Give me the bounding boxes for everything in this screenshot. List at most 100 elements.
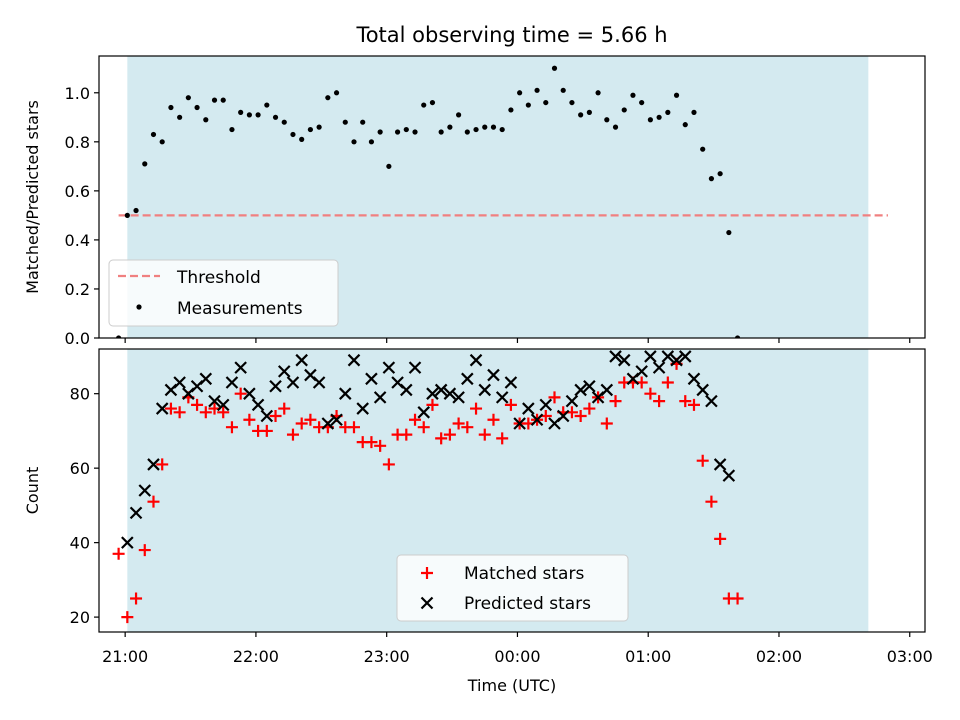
measurement-point — [290, 131, 296, 138]
predicted-star-point — [243, 387, 256, 400]
measurement-point — [142, 161, 148, 167]
predicted-star-point — [644, 350, 657, 363]
matched-star-point — [661, 376, 674, 389]
measurement-point — [464, 129, 470, 135]
matched-star-point — [286, 428, 299, 441]
measurement-point — [342, 119, 348, 125]
matched-star-point — [234, 387, 247, 400]
matched-star-point — [191, 398, 204, 411]
matched-star-point — [496, 432, 509, 445]
matched-star-point — [426, 398, 439, 411]
matched-star-point — [304, 413, 317, 426]
legend-box — [108, 259, 339, 327]
measurement-point — [264, 102, 270, 108]
predicted-star-point — [461, 372, 474, 386]
measurement-point — [560, 87, 566, 93]
measurement-point — [124, 212, 130, 218]
predicted-star-point — [417, 406, 431, 419]
matched-star-point — [487, 413, 500, 426]
measurement-point — [717, 171, 723, 177]
x-tick-label: 00:00 — [494, 647, 540, 666]
predicted-star-point — [530, 413, 544, 427]
legend-predicted-label: Predicted stars — [464, 594, 591, 614]
predicted-star-point — [652, 361, 666, 374]
predicted-star-point — [443, 387, 457, 400]
predicted-star-point — [356, 402, 369, 415]
predicted-star-point — [469, 353, 483, 367]
measurement-point — [630, 92, 636, 98]
measurement-point — [508, 107, 514, 113]
predicted-star-point — [522, 402, 535, 415]
matched-star-point — [164, 402, 177, 415]
predicted-star-point — [147, 458, 160, 471]
predicted-star-point — [705, 394, 718, 408]
measurement-point — [351, 139, 357, 145]
predicted-star-point — [426, 387, 439, 400]
count-panel: 20 40 60 80 21:00 22:00 23:00 00:00 01:00 02:00 03… — [23, 348, 933, 695]
predicted-star-point — [609, 350, 622, 363]
matched-star-point — [600, 417, 613, 430]
matched-star-point — [687, 398, 700, 411]
predicted-star-point — [225, 376, 239, 389]
measurement-point — [394, 129, 401, 135]
measurement-point — [447, 124, 453, 130]
matched-star-point — [173, 406, 186, 419]
measurement-point — [421, 102, 427, 108]
measurement-point — [386, 163, 392, 169]
matched-star-point — [443, 428, 456, 441]
matched-star-point — [112, 547, 125, 560]
predicted-star-point — [722, 469, 736, 482]
measurement-point — [456, 112, 462, 118]
predicted-star-point — [295, 353, 308, 367]
matched-star-point — [374, 439, 387, 452]
measurement-point — [682, 122, 688, 128]
predicted-star-point — [574, 383, 587, 397]
predicted-star-point — [138, 484, 152, 497]
predicted-star-point — [155, 402, 169, 415]
measurement-point — [499, 126, 505, 133]
measurement-point — [621, 107, 627, 113]
measurement-point — [116, 335, 122, 338]
measurement-point — [543, 99, 549, 106]
legend-matched-swatch — [421, 567, 433, 579]
measurement-point — [604, 117, 610, 123]
y-tick-label: 0.8 — [65, 133, 90, 152]
plot-area — [112, 350, 744, 624]
measurement-point — [525, 102, 531, 108]
measurement-point — [238, 109, 244, 115]
measurement-point — [639, 99, 645, 106]
matched-star-point — [400, 428, 413, 441]
predicted-star-point — [539, 398, 553, 412]
x-tick-label: 21:00 — [102, 647, 148, 666]
predicted-star-point — [434, 383, 448, 397]
y-tick-label: 0.2 — [65, 280, 90, 299]
measurement-point — [403, 126, 409, 133]
measurement-point — [168, 104, 174, 111]
predicted-star-point — [216, 398, 230, 412]
figure-title: Total observing time = 5.66 h — [355, 23, 667, 47]
legend-predicted-swatch — [420, 596, 434, 610]
predicted-star-point — [400, 383, 413, 397]
matched-star-point — [548, 391, 561, 404]
matched-star-point — [225, 421, 238, 434]
matched-star-point — [130, 592, 143, 605]
measurement-point — [656, 114, 662, 120]
measurement-point — [360, 119, 366, 125]
axes-frame — [98, 55, 926, 339]
predicted-star-point — [199, 372, 213, 386]
measurement-point — [133, 207, 139, 214]
predicted-star-point — [617, 353, 631, 367]
predicted-star-point — [487, 368, 500, 382]
matched-star-point — [583, 402, 596, 415]
matched-star-point — [409, 413, 422, 426]
measurement-point — [612, 124, 619, 130]
y-axis-label: Count — [23, 467, 42, 515]
measurement-point — [246, 112, 252, 118]
measurement-point — [517, 90, 523, 96]
matched-star-point — [260, 424, 273, 437]
predicted-star-point — [635, 365, 648, 378]
measurement-point — [708, 176, 715, 182]
predicted-star-point — [251, 398, 265, 412]
measurement-point — [578, 112, 584, 118]
measurement-point — [377, 129, 383, 135]
